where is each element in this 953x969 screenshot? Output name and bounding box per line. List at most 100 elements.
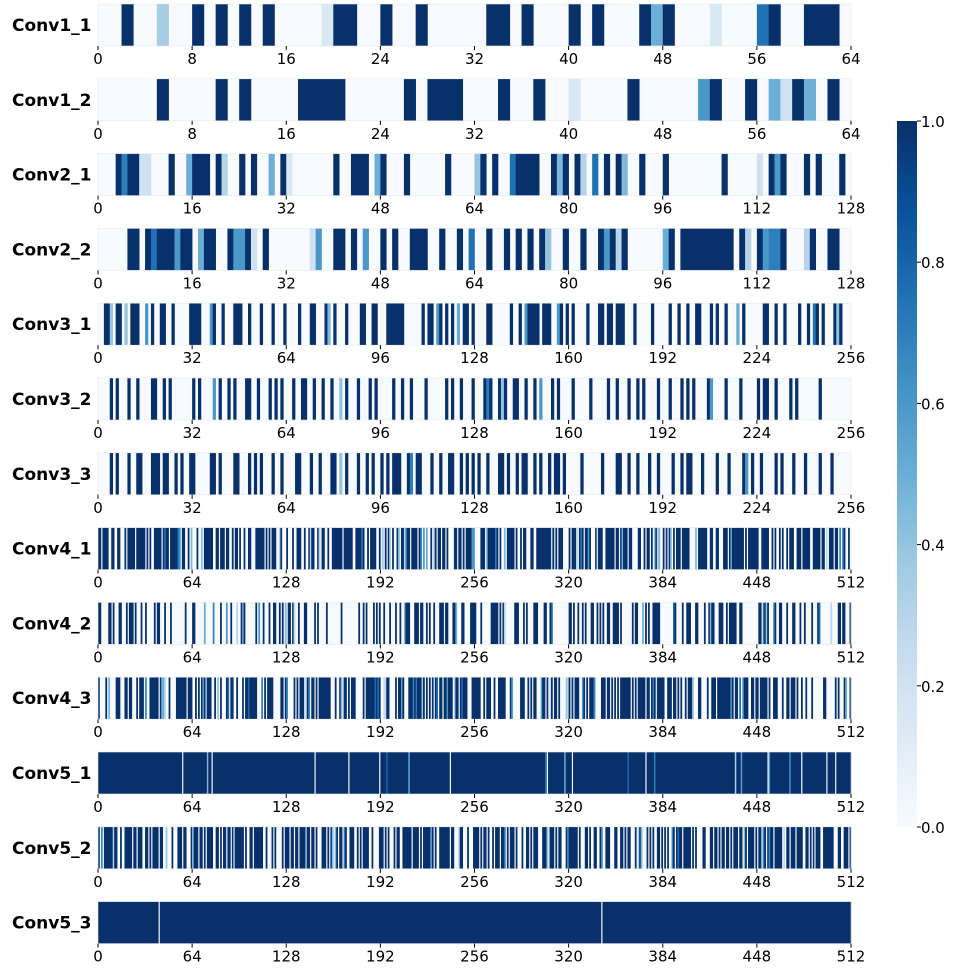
heatmap-cell — [180, 452, 184, 495]
heatmap-cell — [773, 602, 775, 645]
heatmap-cell — [603, 153, 611, 196]
heatmap-cell — [584, 602, 587, 645]
heatmap-cell — [196, 527, 199, 570]
heatmap-cell — [436, 303, 440, 346]
heatmap-cell — [520, 677, 525, 720]
heatmap-cell — [103, 826, 113, 869]
heatmap-cell — [443, 677, 447, 720]
x-tick-label: 128 — [272, 574, 301, 592]
heatmap-cell — [233, 452, 240, 495]
heatmap-cell — [349, 752, 380, 794]
x-tick-label: 0 — [93, 648, 103, 666]
heatmap-cell — [843, 677, 846, 720]
heatmap-cell — [540, 677, 543, 720]
heatmap-cell — [108, 602, 112, 645]
heatmap-cell — [515, 826, 518, 869]
heatmap-cell — [524, 378, 528, 420]
row-label: Conv3_2 — [12, 390, 92, 410]
heatmap-cell — [765, 602, 768, 645]
heatmap-cell — [162, 378, 166, 420]
heatmap-cell — [450, 378, 455, 420]
heatmap-cell — [542, 303, 552, 346]
x-tick-label: 128 — [272, 798, 301, 816]
heatmap-cell — [498, 452, 505, 495]
heatmap-cell — [253, 826, 264, 869]
heatmap-cell — [656, 826, 661, 869]
heatmap-cell — [662, 527, 665, 570]
heatmap-cell — [756, 153, 764, 196]
heatmap-cell — [365, 602, 368, 645]
heatmap-cell — [433, 527, 436, 570]
x-tick-label: 0 — [93, 125, 103, 143]
heatmap-cell — [636, 452, 640, 495]
heatmap-cell — [558, 527, 564, 570]
heatmap-cell — [409, 378, 414, 420]
heatmap-cell — [480, 527, 486, 570]
heatmap-cell — [239, 527, 241, 570]
heatmap-cell — [162, 677, 165, 720]
heatmap-row-conv1-2: Conv1_20 8 16 24 32 40 48 56 64 — [12, 78, 861, 143]
heatmap-cell — [192, 826, 194, 869]
heatmap-cell — [589, 527, 591, 570]
heatmap-cell — [533, 452, 537, 495]
heatmap-cell — [271, 826, 274, 869]
heatmap-cell — [725, 826, 730, 869]
heatmap-cell — [220, 527, 225, 570]
heatmap-cell — [837, 677, 840, 720]
heatmap-cell — [281, 602, 284, 645]
heatmap-cell — [377, 677, 380, 720]
heatmap-cell — [790, 752, 802, 794]
heatmap-cell — [445, 602, 449, 645]
heatmap-cell — [567, 677, 569, 720]
heatmap-cell — [533, 677, 537, 720]
heatmap-cell — [215, 4, 228, 46]
heatmap-cell — [703, 602, 706, 645]
heatmap-cell — [471, 378, 475, 420]
heatmap-cell — [200, 677, 203, 720]
heatmap-cell — [509, 153, 516, 196]
heatmap-cell — [303, 527, 306, 570]
heatmap-cell — [350, 228, 358, 271]
heatmap-cell — [715, 452, 719, 495]
heatmap-cell — [402, 677, 405, 720]
heatmap-cell — [673, 826, 675, 869]
heatmap-cell — [542, 677, 546, 720]
heatmap-cell — [309, 228, 316, 271]
heatmap-cell — [115, 153, 122, 196]
heatmap-cell — [614, 677, 616, 720]
heatmap-cell — [826, 527, 828, 570]
heatmap-cell — [292, 602, 294, 645]
x-tick-label: 256 — [460, 948, 489, 966]
heatmap-cell — [174, 228, 181, 271]
heatmap-cell — [159, 901, 602, 944]
x-tick-label: 8 — [187, 50, 197, 68]
heatmap-cell — [165, 826, 168, 869]
heatmap-cell — [146, 527, 149, 570]
heatmap-cell — [586, 677, 589, 720]
heatmap-cell — [615, 378, 619, 420]
heatmap-cell — [568, 4, 581, 46]
heatmap-cell — [706, 378, 711, 420]
heatmap-cell — [802, 752, 827, 794]
x-tick-label: 160 — [554, 424, 583, 442]
heatmap-cell — [321, 826, 327, 869]
heatmap-cell — [345, 452, 349, 495]
heatmap-cell — [617, 677, 619, 720]
heatmap-cell — [745, 78, 758, 121]
heatmap-cell — [525, 826, 530, 869]
heatmap-cell — [480, 826, 483, 869]
heatmap-cell — [814, 826, 816, 869]
heatmap-cell — [145, 228, 152, 271]
heatmap-cell — [698, 78, 711, 121]
heatmap-cell — [223, 826, 227, 869]
heatmap-cell — [789, 378, 793, 420]
heatmap-cell — [598, 303, 605, 346]
heatmap-cell — [668, 303, 672, 346]
heatmap-cell — [286, 527, 289, 570]
heatmap-cell — [458, 527, 462, 570]
heatmap-cell — [239, 78, 252, 121]
heatmap-cell — [668, 527, 671, 570]
heatmap-cell — [802, 527, 811, 570]
heatmap-cell — [768, 78, 781, 121]
heatmap-cell — [236, 677, 239, 720]
